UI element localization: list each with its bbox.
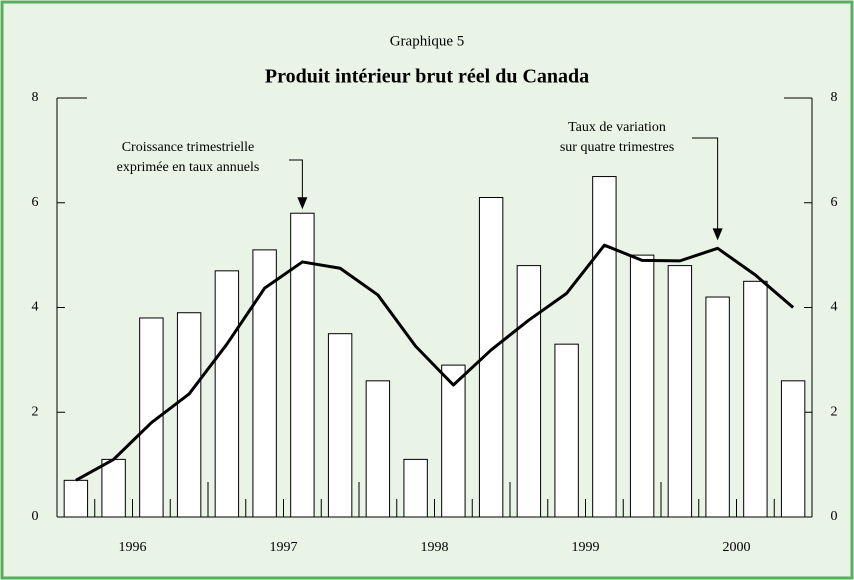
bar xyxy=(403,458,428,518)
y2-tick-label: 6 xyxy=(831,195,838,210)
bar xyxy=(290,212,315,518)
chart-title: Produit intérieur brut réel du Canada xyxy=(265,66,589,88)
y-tick-label: 8 xyxy=(32,90,39,105)
chart-suptitle: Graphique 5 xyxy=(390,33,465,49)
x-group-label: 1999 xyxy=(572,540,600,555)
line xyxy=(75,243,795,482)
bar xyxy=(176,312,202,518)
bar xyxy=(780,380,806,518)
y2-tick-label: 8 xyxy=(831,90,838,105)
bar xyxy=(63,479,89,518)
bar xyxy=(101,458,126,518)
bar xyxy=(214,270,240,518)
bar xyxy=(516,265,542,518)
y2-tick-label: 4 xyxy=(831,300,838,315)
y-tick-label: 2 xyxy=(32,404,39,419)
x-group-label: 2000 xyxy=(723,540,751,555)
annotation-text: Taux de variation xyxy=(568,120,666,135)
annotation-arrow xyxy=(692,137,719,231)
bar xyxy=(629,254,655,518)
annotation-text: sur quatre trimestres xyxy=(560,140,674,155)
arrow-head xyxy=(297,197,308,210)
x-group-label: 1996 xyxy=(119,540,147,555)
y2-tick-label: 0 xyxy=(831,509,838,524)
annotation-arrow xyxy=(289,159,303,200)
arrow-head xyxy=(712,228,723,241)
bar xyxy=(667,265,693,518)
bar xyxy=(365,380,391,518)
bar xyxy=(441,364,466,518)
annotation-text: exprimée en taux annuels xyxy=(117,160,260,175)
x-group-label: 1998 xyxy=(421,540,449,555)
y2-tick-label: 2 xyxy=(831,404,838,419)
annotation-text: Croissance trimestrielle xyxy=(122,140,255,155)
bar xyxy=(592,176,617,518)
y-tick-label: 0 xyxy=(32,509,39,524)
y-tick-label: 4 xyxy=(32,300,39,315)
y-tick-label: 6 xyxy=(32,195,39,210)
x-group-label: 1997 xyxy=(270,540,298,555)
bar xyxy=(327,333,353,518)
bar xyxy=(554,343,579,518)
bar xyxy=(743,280,768,518)
bar xyxy=(705,296,730,518)
